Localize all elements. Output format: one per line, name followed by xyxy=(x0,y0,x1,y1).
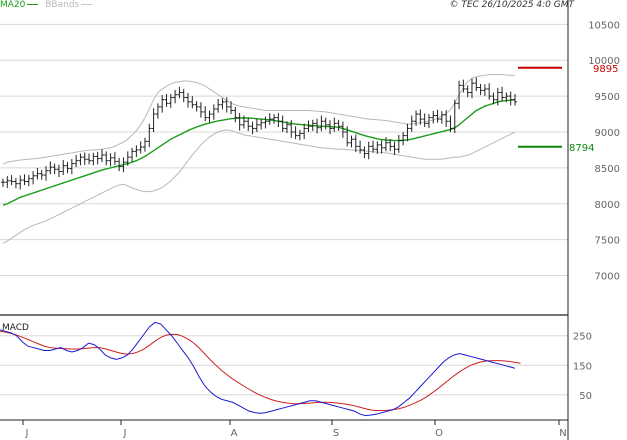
price-levels: 9895 8794 xyxy=(518,64,618,154)
resistance-value-label: 9895 xyxy=(593,64,618,75)
bollinger-bands xyxy=(2,74,516,244)
macd-y-tick-label: 50 xyxy=(579,391,592,402)
price-y-tick-label: 9000 xyxy=(595,128,620,139)
x-tick-label: A xyxy=(231,428,238,439)
macd-y-tick-label: 150 xyxy=(573,361,592,372)
x-tick-label: N xyxy=(559,428,566,439)
macd-grid xyxy=(0,335,568,396)
macd-line xyxy=(0,321,516,417)
x-tick-label: J xyxy=(123,428,127,439)
copyright-text: © TEC 26/10/2025 4:0 GMT xyxy=(449,0,574,10)
price-y-tick-label: 10500 xyxy=(588,20,620,31)
bbands-lower-line xyxy=(2,129,516,244)
price-y-tick-label: 7500 xyxy=(595,236,620,247)
macd-y-tick-label: 250 xyxy=(573,332,592,343)
x-tick-label: O xyxy=(435,428,443,439)
support-value-label: 8794 xyxy=(569,143,594,154)
price-y-tick-label: 8000 xyxy=(595,200,620,211)
price-y-tick-label: 8500 xyxy=(595,164,620,175)
price-grid xyxy=(0,23,568,277)
legend-ma20-label: MA20 xyxy=(0,0,26,10)
legend-ma20-swatch xyxy=(27,4,39,5)
legend-bbands-label: BBands xyxy=(45,0,80,10)
macd-signal-line xyxy=(0,330,521,412)
legend: MA20 BBands xyxy=(0,0,94,10)
ma20-line-group xyxy=(2,99,516,206)
price-y-tick-label: 10000 xyxy=(588,56,620,67)
macd-lines xyxy=(0,321,521,417)
x-tick-label: S xyxy=(333,428,339,439)
macd-panel-title: MACD xyxy=(2,323,29,333)
x-tick-label: J xyxy=(25,428,29,439)
legend-bbands-swatch xyxy=(81,4,93,5)
bbands-upper-line xyxy=(2,74,516,165)
axes xyxy=(0,0,569,440)
ma20-line xyxy=(2,99,516,206)
price-bars xyxy=(1,77,517,190)
price-y-tick-label: 9500 xyxy=(595,92,620,103)
price-y-tick-label: 7000 xyxy=(595,272,620,283)
tick-labels: 7000 7500 8000 8500 9000 9500 10000 10500 50 150 2… xyxy=(22,20,620,439)
